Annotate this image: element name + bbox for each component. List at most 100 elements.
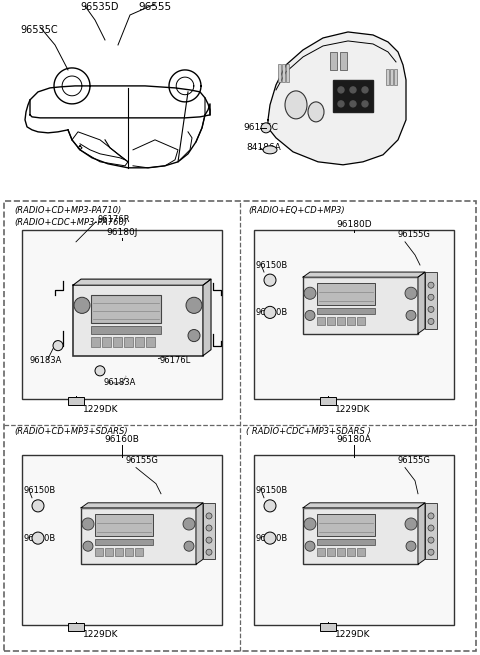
Polygon shape <box>303 503 425 508</box>
Circle shape <box>206 513 212 519</box>
Bar <box>95 514 153 536</box>
Text: 84186A: 84186A <box>246 143 281 153</box>
Bar <box>357 318 365 326</box>
Bar <box>95 539 153 545</box>
Bar <box>102 337 111 346</box>
Text: 96180A: 96180A <box>336 436 372 444</box>
Circle shape <box>428 537 434 543</box>
Circle shape <box>350 87 356 93</box>
Bar <box>73 285 203 356</box>
Bar <box>68 397 84 405</box>
Polygon shape <box>81 503 203 508</box>
Bar <box>91 337 100 346</box>
Bar <box>394 69 397 85</box>
Polygon shape <box>303 272 425 277</box>
Bar <box>124 337 133 346</box>
Text: 96155G: 96155G <box>126 456 159 465</box>
Circle shape <box>428 282 434 288</box>
Circle shape <box>338 101 344 107</box>
Text: 96150B: 96150B <box>256 486 288 495</box>
Text: 96535D: 96535D <box>80 2 119 12</box>
Bar <box>135 548 143 556</box>
Bar <box>303 277 418 333</box>
Circle shape <box>405 518 417 530</box>
Bar <box>347 548 355 556</box>
Text: 96150B: 96150B <box>24 534 56 542</box>
Bar <box>286 64 289 82</box>
Circle shape <box>183 518 195 530</box>
Circle shape <box>406 541 416 552</box>
Circle shape <box>428 318 434 324</box>
Bar <box>386 69 389 85</box>
Circle shape <box>428 525 434 531</box>
Circle shape <box>362 101 368 107</box>
Circle shape <box>304 518 316 530</box>
Bar <box>340 52 347 70</box>
Bar <box>22 455 222 625</box>
Circle shape <box>405 287 417 299</box>
Bar <box>320 623 336 631</box>
Ellipse shape <box>308 102 324 122</box>
Text: (RADIO+CDC+MP3-PA760): (RADIO+CDC+MP3-PA760) <box>14 217 127 227</box>
Circle shape <box>304 287 316 299</box>
Bar <box>125 548 133 556</box>
Circle shape <box>83 541 93 552</box>
Text: (RADIO+CD+MP3+SDARS): (RADIO+CD+MP3+SDARS) <box>14 427 128 436</box>
Circle shape <box>350 101 356 107</box>
Bar <box>81 508 196 565</box>
Bar <box>282 64 285 82</box>
Circle shape <box>206 525 212 531</box>
Bar <box>317 514 375 536</box>
Text: ( RADIO+CDC+MP3+SDARS ): ( RADIO+CDC+MP3+SDARS ) <box>246 427 371 436</box>
Text: 96183A: 96183A <box>103 379 135 387</box>
Circle shape <box>428 513 434 519</box>
Bar <box>203 503 215 559</box>
Ellipse shape <box>263 146 277 154</box>
Bar <box>337 318 345 326</box>
Polygon shape <box>418 503 425 565</box>
Bar <box>254 455 454 625</box>
Text: 96155G: 96155G <box>398 231 431 239</box>
Text: 1229DK: 1229DK <box>83 405 119 413</box>
Circle shape <box>338 87 344 93</box>
Circle shape <box>264 307 276 318</box>
Bar <box>347 318 355 326</box>
Circle shape <box>428 294 434 300</box>
Circle shape <box>32 532 44 544</box>
Text: 96150B: 96150B <box>256 261 288 269</box>
Polygon shape <box>196 503 203 565</box>
Bar <box>317 318 325 326</box>
Bar <box>22 230 222 399</box>
Bar <box>320 397 336 405</box>
Bar <box>113 337 122 346</box>
Bar <box>337 548 345 556</box>
Bar <box>317 283 375 305</box>
Circle shape <box>206 537 212 543</box>
Text: 96176R: 96176R <box>98 215 131 224</box>
Circle shape <box>305 310 315 320</box>
Circle shape <box>362 87 368 93</box>
Circle shape <box>428 549 434 555</box>
Bar <box>91 326 161 333</box>
Bar <box>278 64 281 82</box>
Text: 1229DK: 1229DK <box>335 630 371 639</box>
Circle shape <box>82 518 94 530</box>
Circle shape <box>53 341 63 350</box>
Text: 96555: 96555 <box>138 2 171 12</box>
Text: 96160B: 96160B <box>105 436 139 444</box>
Bar <box>105 548 113 556</box>
Ellipse shape <box>285 91 307 119</box>
Circle shape <box>32 500 44 512</box>
Circle shape <box>74 297 90 313</box>
Circle shape <box>406 310 416 320</box>
Bar <box>254 230 454 399</box>
Circle shape <box>188 329 200 342</box>
Text: 96183A: 96183A <box>30 356 62 365</box>
Bar <box>68 623 84 631</box>
Polygon shape <box>268 32 406 165</box>
Bar <box>425 503 437 559</box>
Bar <box>357 548 365 556</box>
Bar <box>333 80 373 112</box>
Text: (RADIO+EQ+CD+MP3): (RADIO+EQ+CD+MP3) <box>248 206 345 215</box>
Polygon shape <box>203 279 211 356</box>
